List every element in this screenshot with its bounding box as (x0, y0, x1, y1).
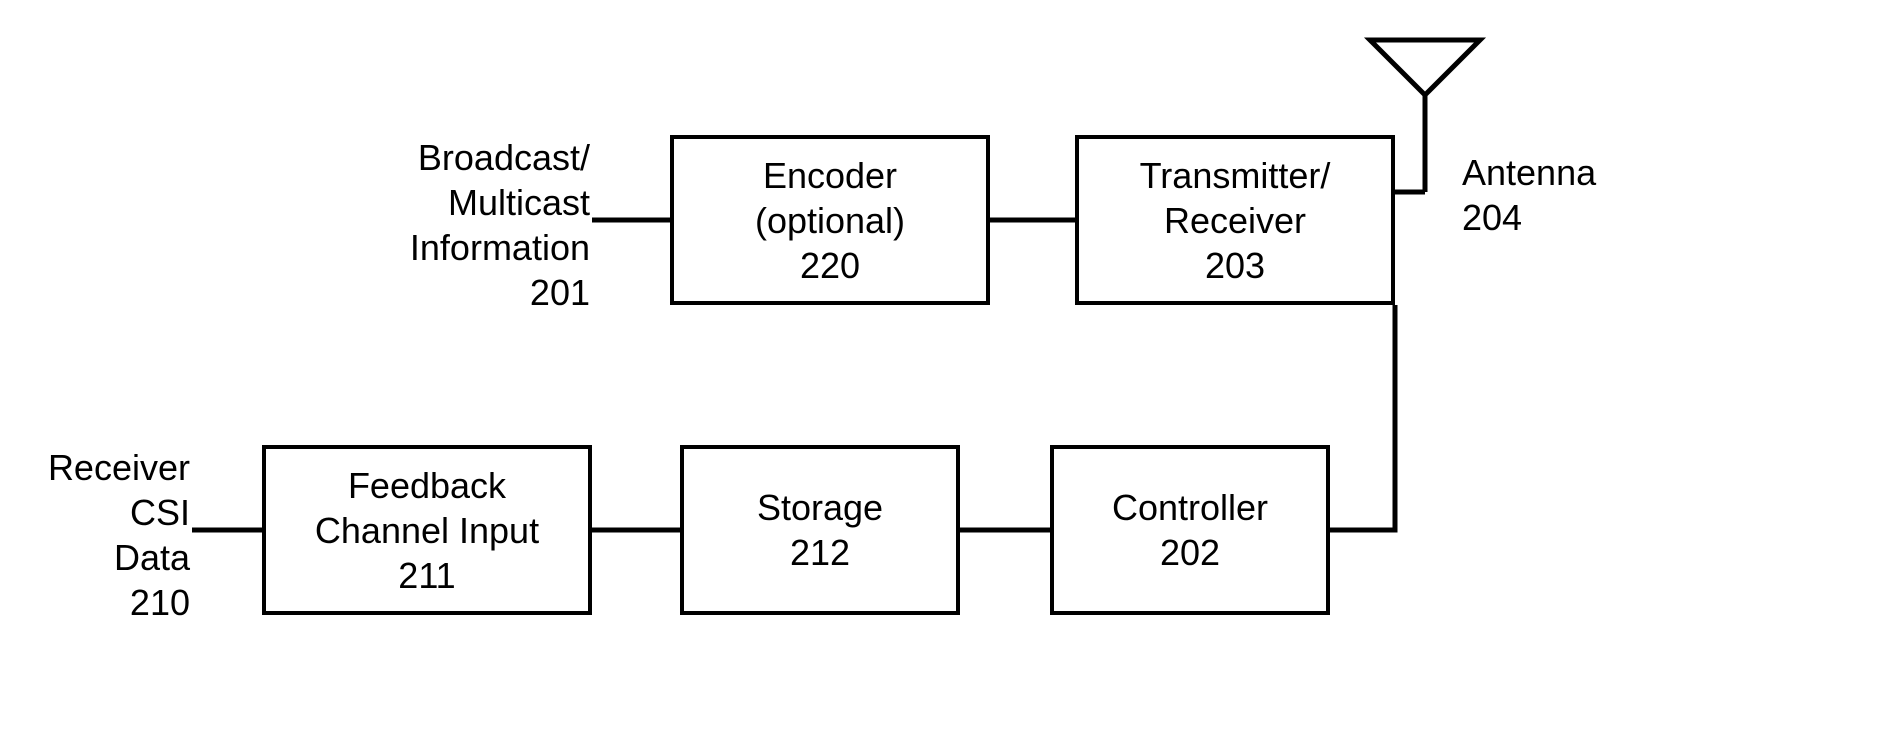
box-line: Encoder (763, 153, 897, 198)
box-encoder: Encoder (optional) 220 (670, 135, 990, 305)
label-line: 204 (1462, 197, 1522, 238)
label-receiver-csi: Receiver CSI Data 210 (0, 445, 190, 625)
box-line: Controller (1112, 485, 1268, 530)
box-controller: Controller 202 (1050, 445, 1330, 615)
label-line: 201 (530, 272, 590, 313)
box-line: 220 (800, 243, 860, 288)
box-line: 212 (790, 530, 850, 575)
box-feedback: Feedback Channel Input 211 (262, 445, 592, 615)
box-line: Storage (757, 485, 883, 530)
box-transmitter: Transmitter/ Receiver 203 (1075, 135, 1395, 305)
box-line: Receiver (1164, 198, 1306, 243)
box-line: Channel Input (315, 508, 539, 553)
diagram-container: Broadcast/ Multicast Information 201 Enc… (0, 0, 1890, 753)
connectors-overlay (0, 0, 1890, 753)
label-line: Multicast (448, 182, 590, 223)
label-line: CSI (130, 492, 190, 533)
label-line: 210 (130, 582, 190, 623)
box-line: Transmitter/ (1140, 153, 1331, 198)
box-line: Feedback (348, 463, 506, 508)
label-line: Data (114, 537, 190, 578)
label-antenna: Antenna 204 (1462, 150, 1662, 240)
label-line: Broadcast/ (418, 137, 590, 178)
label-line: Receiver (48, 447, 190, 488)
box-storage: Storage 212 (680, 445, 960, 615)
box-line: 211 (398, 553, 455, 598)
box-line: 203 (1205, 243, 1265, 288)
box-line: (optional) (755, 198, 905, 243)
label-line: Antenna (1462, 152, 1596, 193)
label-line: Information (410, 227, 590, 268)
box-line: 202 (1160, 530, 1220, 575)
label-broadcast: Broadcast/ Multicast Information 201 (310, 135, 590, 315)
edge-controller-transmitter (1330, 305, 1395, 530)
